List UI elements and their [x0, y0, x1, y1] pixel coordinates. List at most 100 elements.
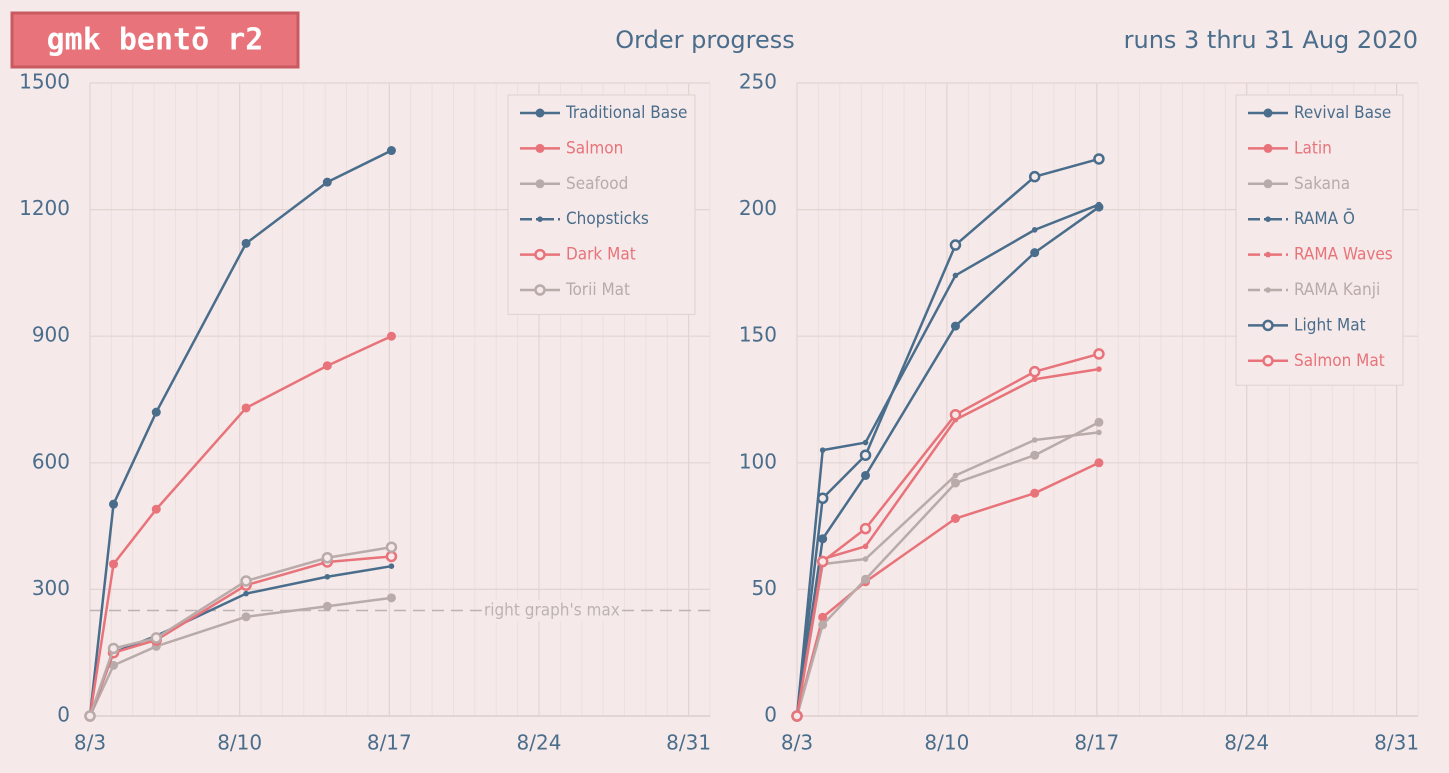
- point: [324, 573, 331, 580]
- legend-label: Chopsticks: [566, 209, 649, 229]
- legend-label: Light Mat: [1294, 315, 1366, 335]
- x-tick-label: 8/24: [517, 731, 562, 755]
- date-range: runs 3 thru 31 Aug 2020: [1124, 26, 1418, 54]
- point: [1094, 417, 1104, 427]
- y-tick-label: 0: [764, 703, 777, 727]
- point: [862, 543, 869, 550]
- point: [1093, 153, 1105, 165]
- legend-label: Latin: [1294, 138, 1332, 158]
- point: [1031, 437, 1038, 443]
- point: [859, 449, 872, 461]
- x-tick-label: 8/24: [1224, 731, 1269, 755]
- point: [107, 642, 120, 655]
- x-tick-label: 8/17: [1074, 731, 1119, 755]
- point: [816, 555, 829, 568]
- point: [386, 331, 396, 341]
- point: [241, 238, 251, 248]
- y-tick-label: 50: [752, 576, 777, 600]
- point: [819, 447, 826, 453]
- legend-marker: [1263, 179, 1273, 189]
- point: [949, 239, 962, 251]
- legend-label: Traditional Base: [565, 103, 687, 123]
- point: [109, 499, 119, 509]
- point: [386, 146, 396, 156]
- y-tick-label: 0: [57, 703, 70, 727]
- annotation: right graph's max: [484, 601, 620, 621]
- series-line: [88, 335, 392, 717]
- legend-label: Sakana: [1294, 174, 1350, 194]
- series-line: [795, 206, 1100, 717]
- point: [861, 470, 871, 480]
- y-tick-label: 100: [739, 449, 777, 473]
- point: [1028, 170, 1041, 183]
- point: [949, 408, 962, 421]
- point: [1030, 488, 1040, 498]
- y-tick-label: 600: [32, 449, 70, 473]
- annotation-bg: [481, 599, 622, 622]
- point: [322, 361, 332, 371]
- point: [385, 541, 398, 553]
- series-line: [795, 421, 1100, 717]
- plot: 0 50 100 150 200 250 8/3 8/10 8/17 8/24 8/31 Reviva…: [739, 70, 1419, 755]
- point: [388, 563, 395, 569]
- point: [1030, 248, 1040, 258]
- point: [240, 575, 252, 587]
- legend-label: Seafood: [566, 174, 628, 194]
- point: [859, 522, 872, 535]
- legend-marker: [537, 216, 543, 222]
- point: [109, 559, 119, 569]
- x-tick-label: 8/17: [367, 731, 412, 755]
- legend-label: Revival Base: [1294, 103, 1391, 123]
- legend-label: RAMA Kanji: [1294, 280, 1380, 300]
- point: [150, 632, 163, 644]
- legend-label: Torii Mat: [565, 280, 630, 300]
- y-tick-label: 250: [739, 70, 777, 94]
- point: [816, 492, 829, 504]
- legend-marker: [534, 248, 546, 261]
- legend-box: [507, 94, 696, 315]
- legend-marker: [534, 284, 546, 296]
- point: [151, 504, 161, 514]
- legend-label: Salmon Mat: [1294, 351, 1385, 371]
- legend: Revival Base Latin Sakana RAMA Ō RAMA Waves R…: [1235, 94, 1404, 386]
- point: [322, 601, 332, 611]
- legend-marker: [1263, 143, 1273, 153]
- y-tick-label: 150: [739, 323, 777, 347]
- point: [241, 403, 251, 413]
- point: [321, 552, 334, 564]
- point: [322, 177, 332, 187]
- point: [1030, 450, 1040, 460]
- point: [818, 620, 828, 630]
- series-line: [88, 545, 392, 717]
- x-tick-label: 8/3: [781, 731, 813, 755]
- series-line: [795, 352, 1100, 717]
- point: [1096, 366, 1102, 372]
- y-tick-label: 200: [739, 196, 777, 220]
- x-tick-label: 8/10: [217, 731, 262, 755]
- y-tick-label: 300: [32, 576, 70, 600]
- point: [241, 612, 251, 622]
- point: [862, 556, 869, 562]
- point: [109, 660, 119, 670]
- legend-marker: [1262, 355, 1274, 367]
- legend-marker: [1265, 251, 1271, 258]
- legend-label: Salmon: [566, 138, 623, 158]
- legend-marker: [1262, 319, 1274, 332]
- legend: Traditional Base Salmon Seafood Chopsticks D…: [507, 94, 696, 315]
- legend-marker: [1265, 216, 1271, 222]
- point: [862, 439, 869, 446]
- point: [385, 550, 398, 563]
- legend-marker: [535, 108, 545, 118]
- legend-marker: [1263, 108, 1273, 118]
- point: [861, 574, 871, 584]
- point: [1094, 458, 1104, 468]
- point: [1031, 227, 1038, 233]
- point: [950, 321, 960, 331]
- legend-marker: [535, 143, 545, 153]
- logo-box: [10, 11, 300, 69]
- point: [818, 534, 828, 544]
- logo: gmk bentō r2: [47, 23, 264, 58]
- point: [791, 710, 803, 722]
- x-tick-label: 8/31: [1374, 731, 1419, 755]
